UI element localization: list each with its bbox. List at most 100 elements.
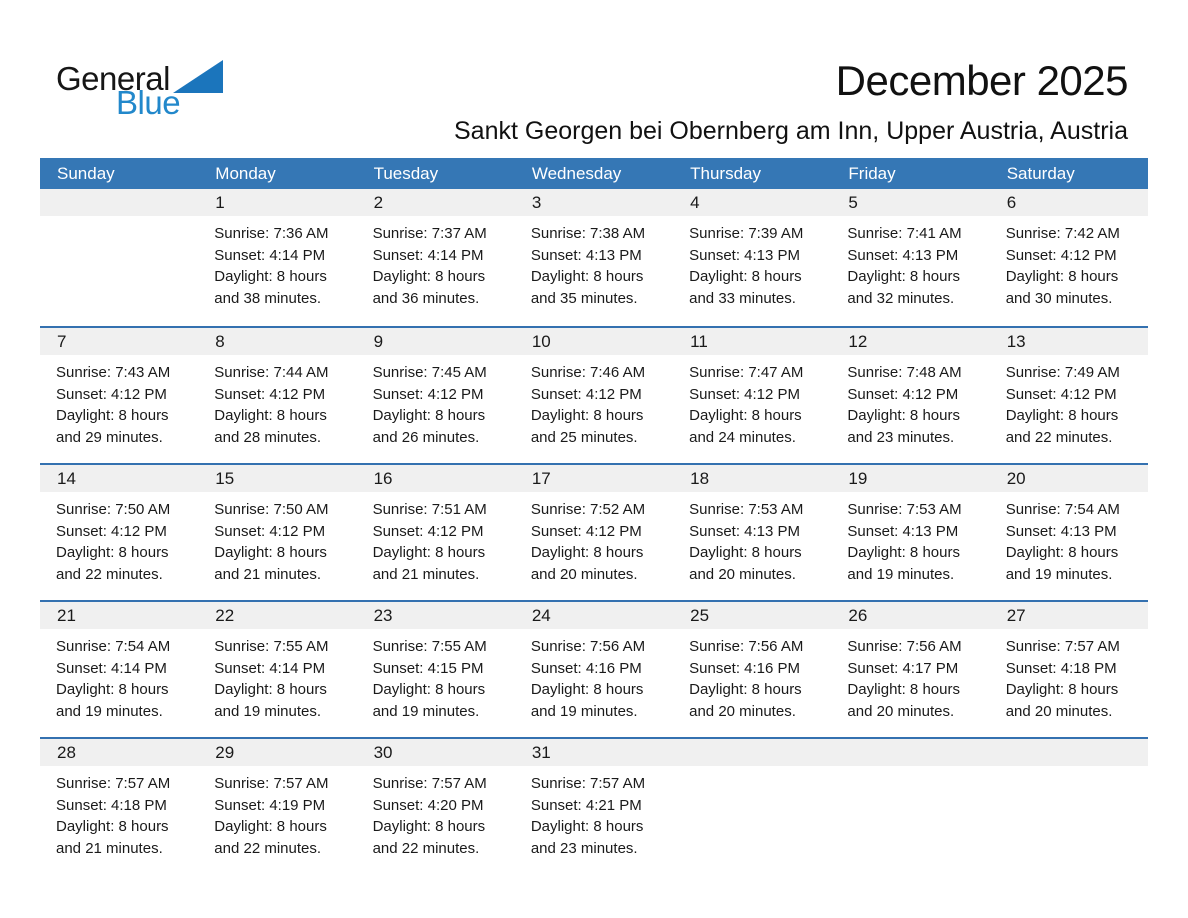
sunset-text: Sunset: 4:14 PM <box>56 659 167 677</box>
daylight-text-line1: Daylight: 8 hours <box>214 407 327 424</box>
day-details: Sunrise: 7:36 AM Sunset: 4:14 PM Daylight:… <box>198 216 356 309</box>
calendar-grid: 1 Sunrise: 7:36 AM Sunset: 4:14 PM Daylight… <box>40 189 1148 874</box>
day-number: 9 <box>373 331 384 351</box>
day-number: 12 <box>848 331 868 351</box>
daylight-text-line1: Daylight: 8 hours <box>689 681 802 698</box>
daylight-text-line2: and 22 minutes. <box>56 565 163 583</box>
daylight-text-line1: Daylight: 8 hours <box>530 407 644 424</box>
sunrise-text: Sunrise: 7:42 AM <box>1005 225 1120 242</box>
day-cell: 17 Sunrise: 7:52 AM Sunset: 4:12 PM Dayligh… <box>514 465 674 600</box>
sunrise-text: Sunrise: 7:52 AM <box>530 501 646 518</box>
day-number: 31 <box>531 742 551 762</box>
day-number: 15 <box>215 468 235 488</box>
sunrise-text: Sunrise: 7:49 AM <box>1005 364 1120 381</box>
day-number-band: 29 <box>198 739 357 766</box>
day-cell: 7 Sunrise: 7:43 AM Sunset: 4:12 PM Daylight… <box>40 328 199 463</box>
sunset-text: Sunset: 4:14 PM <box>372 246 484 264</box>
day-details: Sunrise: 7:37 AM Sunset: 4:14 PM Daylight:… <box>357 216 515 309</box>
daylight-text-line1: Daylight: 8 hours <box>372 407 486 424</box>
day-number: 23 <box>373 605 393 625</box>
day-number: 10 <box>531 331 551 351</box>
sunset-text: Sunset: 4:16 PM <box>689 659 801 677</box>
day-number-band: 10 <box>514 328 674 355</box>
location-subtitle: Sankt Georgen bei Obernberg am Inn, Uppe… <box>454 117 1128 145</box>
sunrise-text: Sunrise: 7:48 AM <box>847 364 962 381</box>
day-details: Sunrise: 7:47 AM Sunset: 4:12 PM Daylight:… <box>673 355 831 448</box>
day-number-band <box>831 739 990 766</box>
sunset-text: Sunset: 4:12 PM <box>530 522 642 540</box>
sunrise-text: Sunrise: 7:57 AM <box>56 775 171 792</box>
daylight-text-line2: and 20 minutes. <box>689 565 796 583</box>
weekday-monday: Monday <box>215 163 276 183</box>
day-details: Sunrise: 7:53 AM Sunset: 4:13 PM Daylight:… <box>673 492 831 585</box>
daylight-text-line2: and 19 minutes. <box>1005 565 1113 583</box>
day-number: 25 <box>690 605 710 625</box>
daylight-text-line1: Daylight: 8 hours <box>56 407 169 424</box>
day-cell: 10 Sunrise: 7:46 AM Sunset: 4:12 PM Dayligh… <box>514 328 674 463</box>
sunset-text: Sunset: 4:14 PM <box>214 246 326 264</box>
daylight-text-line1: Daylight: 8 hours <box>530 544 644 561</box>
sunrise-text: Sunrise: 7:56 AM <box>847 638 962 655</box>
day-number-band: 24 <box>514 602 674 629</box>
day-number-band: 28 <box>40 739 199 766</box>
day-number-band: 5 <box>831 189 990 216</box>
daylight-text-line2: and 20 minutes. <box>530 565 638 583</box>
day-cell: 9 Sunrise: 7:45 AM Sunset: 4:12 PM Daylight… <box>356 328 515 463</box>
daylight-text-line2: and 20 minutes. <box>847 702 955 720</box>
sunrise-text: Sunrise: 7:57 AM <box>1005 638 1120 655</box>
day-number-band <box>989 739 1148 766</box>
day-cell: 24 Sunrise: 7:56 AM Sunset: 4:16 PM Dayligh… <box>514 602 674 737</box>
day-details: Sunrise: 7:54 AM Sunset: 4:14 PM Daylight:… <box>40 629 198 722</box>
sunset-text: Sunset: 4:12 PM <box>530 385 642 403</box>
day-number-band: 9 <box>356 328 515 355</box>
day-number: 22 <box>215 605 235 625</box>
day-number: 4 <box>690 192 700 212</box>
day-number-band: 11 <box>673 328 832 355</box>
day-number-band: 7 <box>40 328 199 355</box>
daylight-text-line1: Daylight: 8 hours <box>1005 268 1119 285</box>
daylight-text-line1: Daylight: 8 hours <box>847 407 960 424</box>
daylight-text-line1: Daylight: 8 hours <box>214 681 327 698</box>
week-row: 21 Sunrise: 7:54 AM Sunset: 4:14 PM Dayligh… <box>40 600 1148 737</box>
day-details: Sunrise: 7:43 AM Sunset: 4:12 PM Daylight:… <box>40 355 198 448</box>
day-cell: 5 Sunrise: 7:41 AM Sunset: 4:13 PM Daylight… <box>831 189 990 326</box>
week-row: 28 Sunrise: 7:57 AM Sunset: 4:18 PM Dayligh… <box>40 737 1148 874</box>
day-details: Sunrise: 7:54 AM Sunset: 4:13 PM Daylight:… <box>990 492 1148 585</box>
day-details: Sunrise: 7:49 AM Sunset: 4:12 PM Daylight:… <box>990 355 1148 448</box>
day-cell: 4 Sunrise: 7:39 AM Sunset: 4:13 PM Daylight… <box>673 189 832 326</box>
day-details: Sunrise: 7:50 AM Sunset: 4:12 PM Daylight:… <box>40 492 198 585</box>
day-number: 3 <box>531 192 542 212</box>
daylight-text-line2: and 26 minutes. <box>372 428 480 446</box>
day-number: 27 <box>1006 605 1026 625</box>
day-cell: 13 Sunrise: 7:49 AM Sunset: 4:12 PM Dayligh… <box>989 328 1148 463</box>
sunset-text: Sunset: 4:12 PM <box>372 522 484 540</box>
sunrise-text: Sunrise: 7:50 AM <box>214 501 329 518</box>
day-number-band: 31 <box>514 739 674 766</box>
day-details: Sunrise: 7:53 AM Sunset: 4:13 PM Daylight:… <box>831 492 989 585</box>
sunrise-text: Sunrise: 7:53 AM <box>689 501 804 518</box>
daylight-text-line1: Daylight: 8 hours <box>1005 407 1119 424</box>
daylight-text-line2: and 22 minutes. <box>1005 428 1113 446</box>
day-number: 26 <box>848 605 868 625</box>
sunset-text: Sunset: 4:20 PM <box>372 796 484 814</box>
daylight-text-line2: and 22 minutes. <box>372 839 480 857</box>
day-details: Sunrise: 7:57 AM Sunset: 4:20 PM Daylight:… <box>357 766 515 859</box>
weekday-tuesday: Tuesday <box>373 163 439 183</box>
day-number-band: 23 <box>356 602 515 629</box>
day-cell: 16 Sunrise: 7:51 AM Sunset: 4:12 PM Dayligh… <box>356 465 515 600</box>
sunset-text: Sunset: 4:13 PM <box>530 246 642 264</box>
calendar-table: Sunday Monday Tuesday Wednesday Thursday… <box>40 158 1148 874</box>
day-number-band: 14 <box>40 465 199 492</box>
day-cell: 3 Sunrise: 7:38 AM Sunset: 4:13 PM Daylight… <box>514 189 674 326</box>
day-number: 17 <box>531 468 551 488</box>
day-details: Sunrise: 7:44 AM Sunset: 4:12 PM Daylight:… <box>198 355 356 448</box>
sunset-text: Sunset: 4:18 PM <box>1005 659 1117 677</box>
day-cell: 15 Sunrise: 7:50 AM Sunset: 4:12 PM Dayligh… <box>198 465 357 600</box>
day-number: 6 <box>1006 192 1017 212</box>
day-cell: 11 Sunrise: 7:47 AM Sunset: 4:12 PM Dayligh… <box>673 328 832 463</box>
sunrise-text: Sunrise: 7:57 AM <box>214 775 329 792</box>
day-cell: 21 Sunrise: 7:54 AM Sunset: 4:14 PM Dayligh… <box>40 602 199 737</box>
day-cell: 18 Sunrise: 7:53 AM Sunset: 4:13 PM Dayligh… <box>673 465 832 600</box>
sunrise-text: Sunrise: 7:55 AM <box>214 638 329 655</box>
